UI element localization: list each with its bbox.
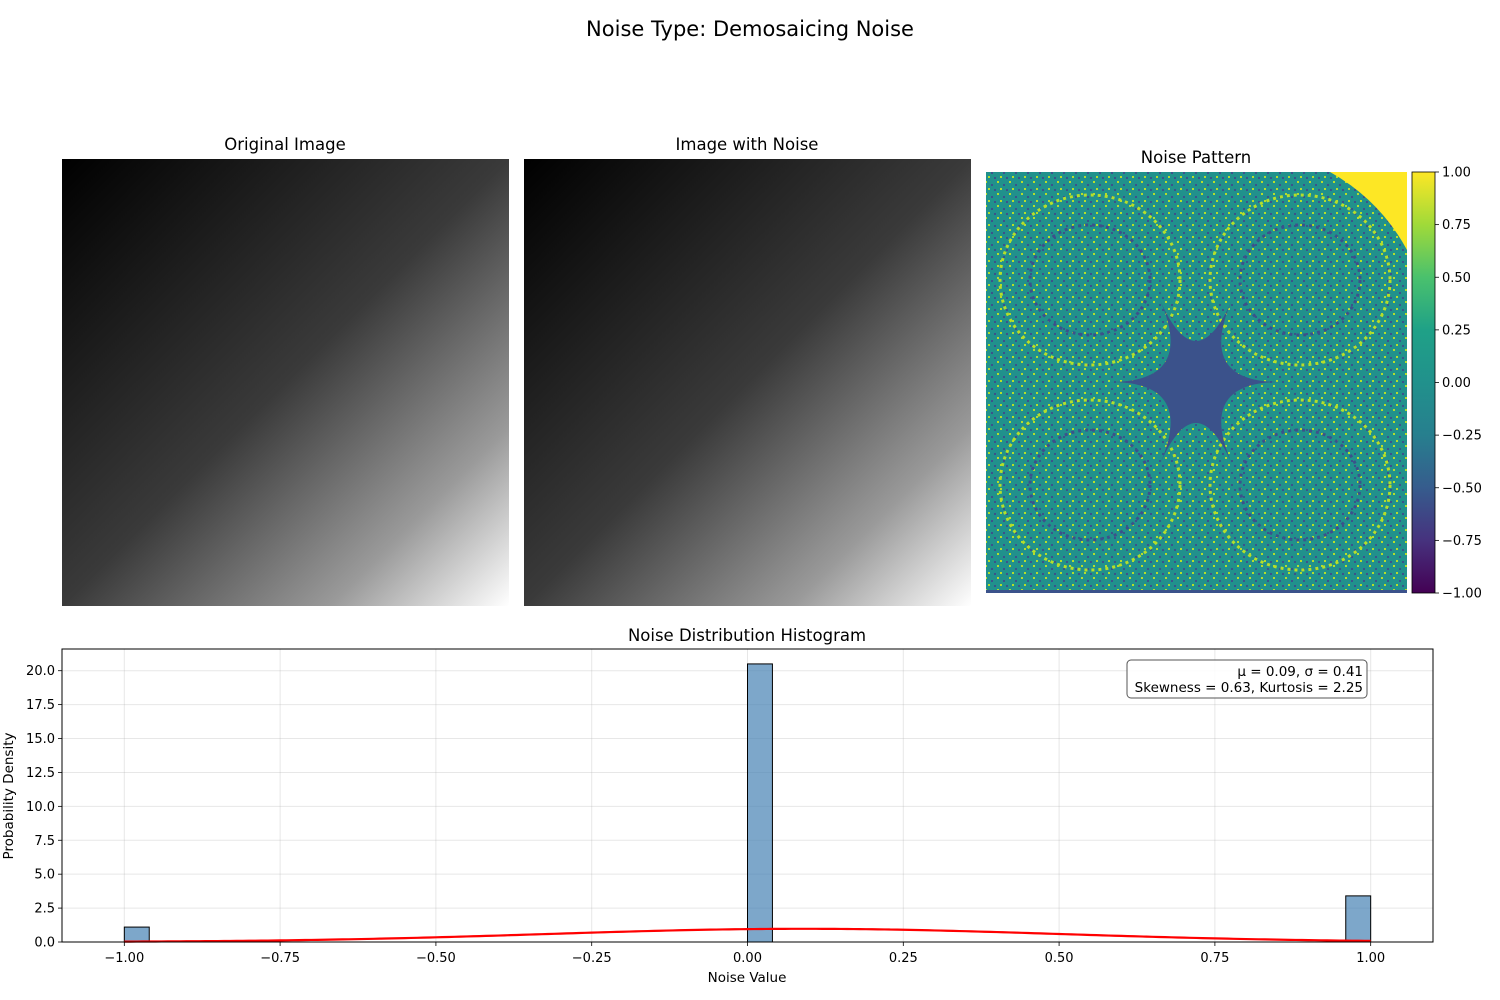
x-tick-label: 0.50 [1045, 951, 1074, 966]
y-tick-label: 2.5 [34, 902, 55, 917]
figure-title: Noise Type: Demosaicing Noise [586, 17, 914, 41]
x-axis-label: Noise Value [708, 970, 787, 986]
y-tick-label: 10.0 [26, 800, 55, 815]
y-tick-label: 17.5 [26, 698, 55, 713]
colorbar-tick-label: 1.00 [1442, 166, 1471, 181]
original-image [62, 159, 509, 606]
colorbar-tick-label: 0.00 [1442, 376, 1471, 391]
y-tick-label: 7.5 [34, 834, 55, 849]
colorbar-ticks: 1.00 0.75 0.50 0.25 0.00 −0.25 −0.50 −0.75 −1.00 [1435, 166, 1482, 602]
histogram-bar [747, 663, 773, 943]
stats-box: μ = 0.09, σ = 0.41 Skewness = 0.63, Kurt… [1126, 659, 1368, 699]
colorbar [1411, 171, 1436, 594]
noisy-image-title: Image with Noise [676, 135, 819, 154]
colorbar-tick-label: 0.50 [1442, 271, 1471, 286]
colorbar-tick-label: 0.25 [1442, 323, 1471, 338]
stats-line-1: μ = 0.09, σ = 0.41 [1237, 664, 1363, 680]
colorbar-tick-label: −0.50 [1442, 481, 1482, 496]
x-tick-label: 0.75 [1200, 951, 1229, 966]
histogram-bar [123, 926, 150, 943]
normal-fit-curve [124, 927, 1371, 943]
noisy-image [524, 159, 971, 606]
x-tick-label: −0.50 [416, 951, 456, 966]
x-tick-label: 0.00 [733, 951, 762, 966]
x-tick-label: −0.75 [260, 951, 300, 966]
colorbar-tick-label: −0.25 [1442, 429, 1482, 444]
y-tick-label: 20.0 [26, 664, 55, 679]
histogram-plot: −1.00 −0.75 −0.50 −0.25 0.00 0.25 0.50 0.75 1.00… [26, 648, 1434, 966]
original-image-title: Original Image [224, 135, 346, 154]
colorbar-tick-label: −0.75 [1442, 534, 1482, 549]
noise-pattern-image [986, 172, 1407, 593]
x-tick-label: −1.00 [104, 951, 144, 966]
y-axis-label: Probability Density [1, 733, 17, 860]
histogram-bar [1345, 895, 1372, 943]
x-tick-label: 1.00 [1356, 951, 1385, 966]
colorbar-tick-label: 0.75 [1442, 218, 1471, 233]
histogram-title: Noise Distribution Histogram [628, 626, 866, 645]
colorbar-tick-label: −1.00 [1442, 587, 1482, 602]
noise-pattern-title: Noise Pattern [1141, 148, 1251, 167]
x-tick-label: 0.25 [889, 951, 918, 966]
y-tick-label: 0.0 [34, 936, 55, 951]
x-tick-label: −0.25 [572, 951, 612, 966]
y-tick-label: 12.5 [26, 766, 55, 781]
stats-line-2: Skewness = 0.63, Kurtosis = 2.25 [1135, 680, 1363, 696]
y-tick-label: 15.0 [26, 732, 55, 747]
y-tick-label: 5.0 [34, 868, 55, 883]
